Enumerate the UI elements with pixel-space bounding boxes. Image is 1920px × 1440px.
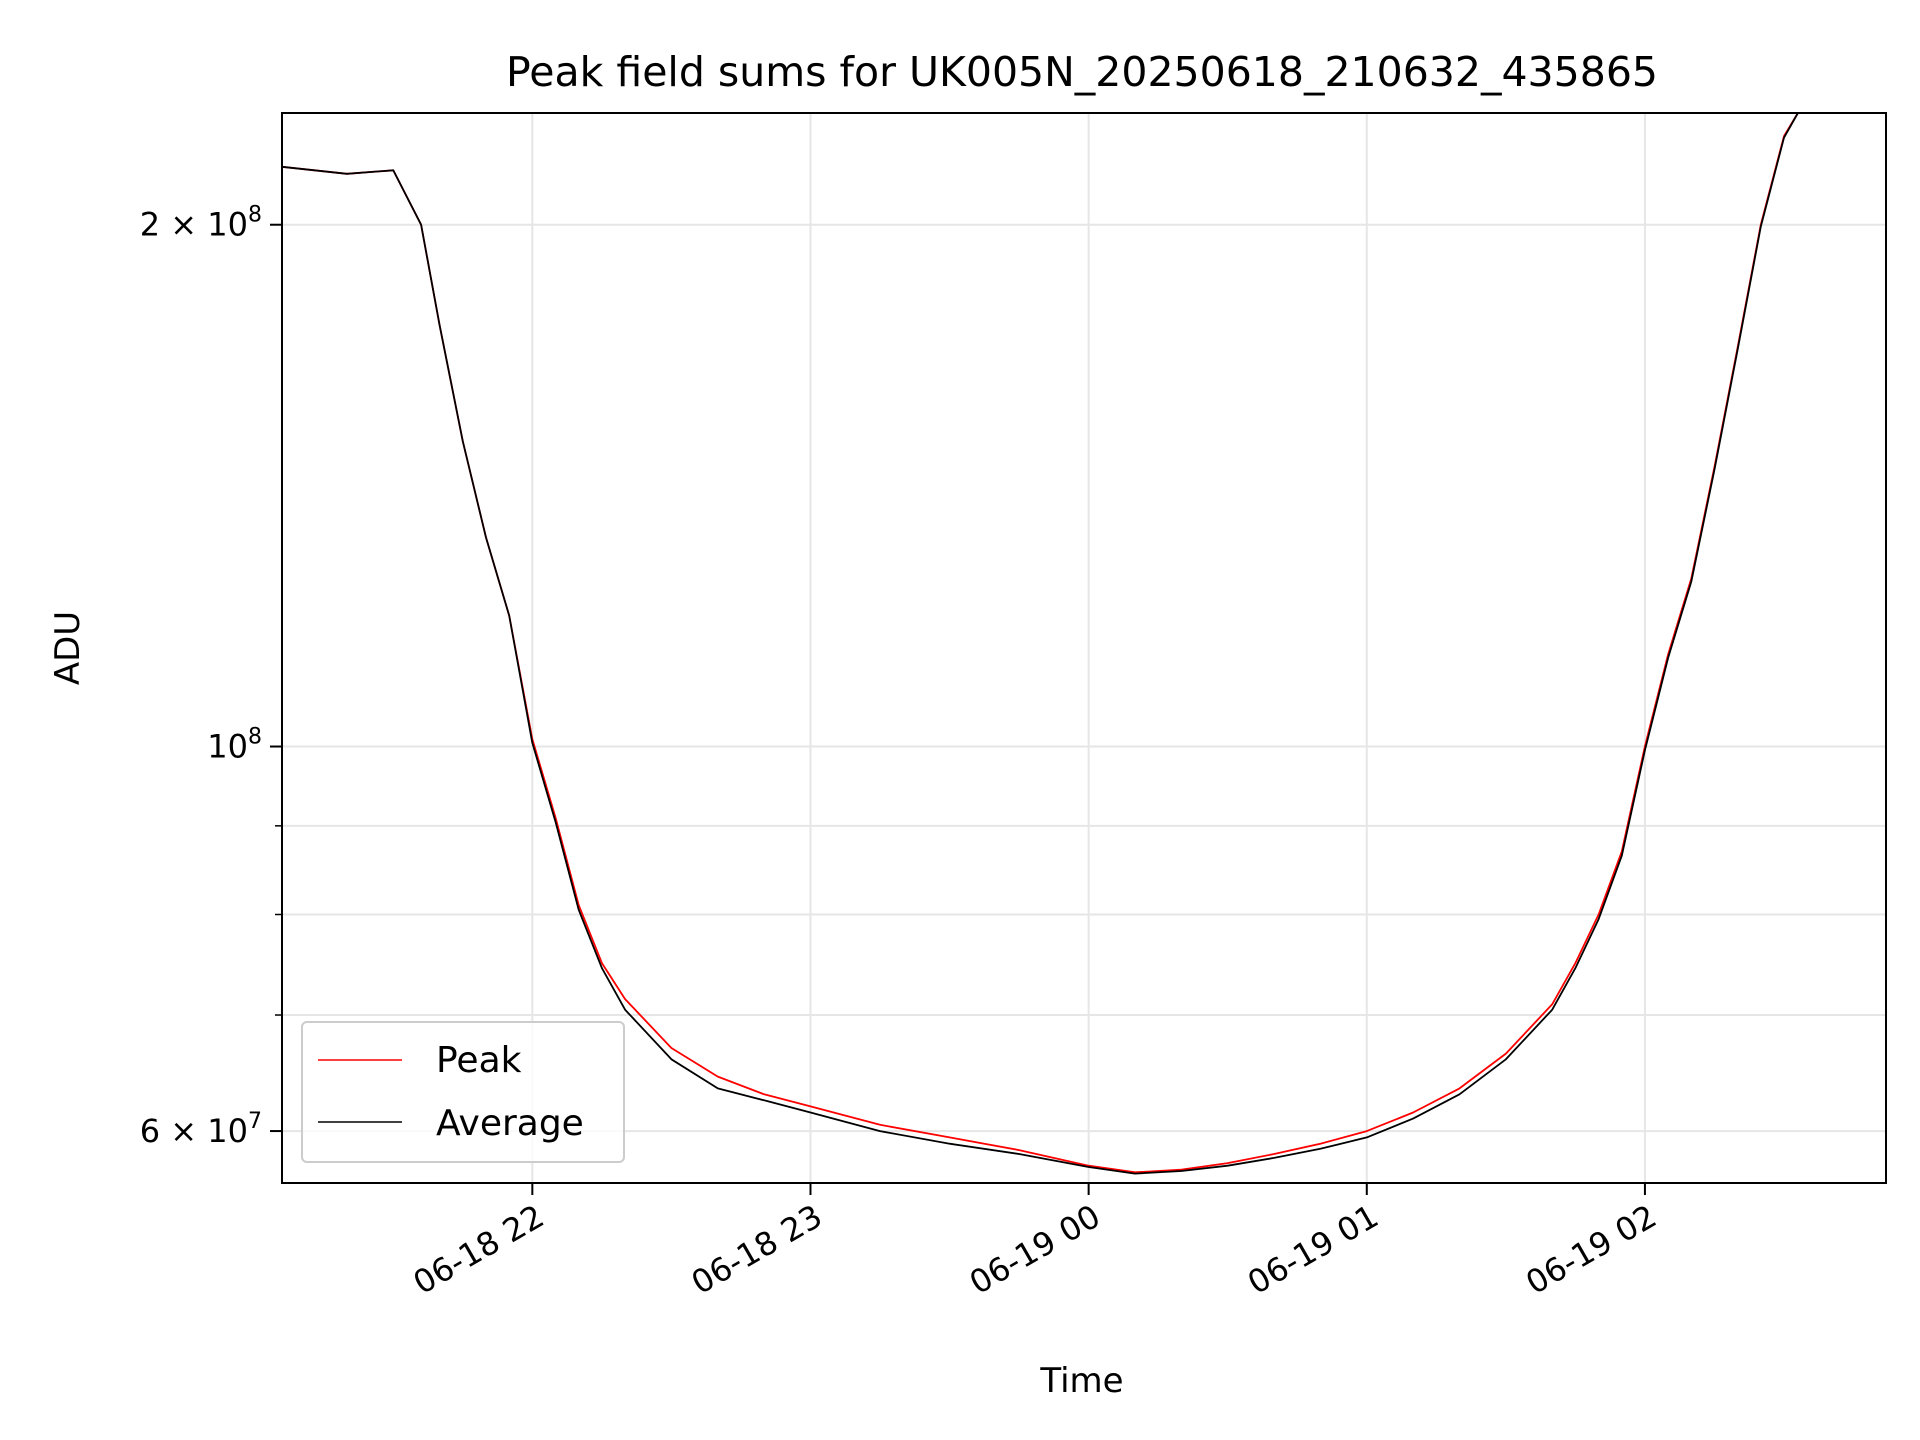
legend-label-average: Average — [436, 1103, 584, 1144]
legend-label-peak: Peak — [436, 1040, 522, 1081]
y-tick-label: 108 — [207, 725, 262, 766]
y-tick-label: 6 × 107 — [140, 1109, 262, 1150]
legend-frame — [301, 1021, 625, 1163]
series-layer — [281, 112, 1886, 1175]
plot-frame — [281, 112, 1887, 1184]
legend: Peak Average — [301, 1021, 625, 1163]
y-tick-base: 10 — [207, 728, 248, 766]
x-axis-title: Time — [1039, 1361, 1123, 1401]
y-tick-exponent: 8 — [248, 725, 262, 750]
y-tick-label: 2 × 108 — [140, 203, 262, 244]
y-tick-exponent: 7 — [248, 1109, 262, 1134]
grid-layer — [282, 113, 1886, 1183]
y-tick-base: 6 × 10 — [140, 1112, 248, 1150]
y-tick-base: 2 × 10 — [140, 206, 248, 244]
y-axis-title: ADU — [48, 611, 88, 685]
chart-title: Peak field sums for UK005N_20250618_2106… — [506, 48, 1658, 96]
y-tick-exponent: 8 — [248, 203, 262, 228]
series-line-average — [281, 112, 1886, 1175]
